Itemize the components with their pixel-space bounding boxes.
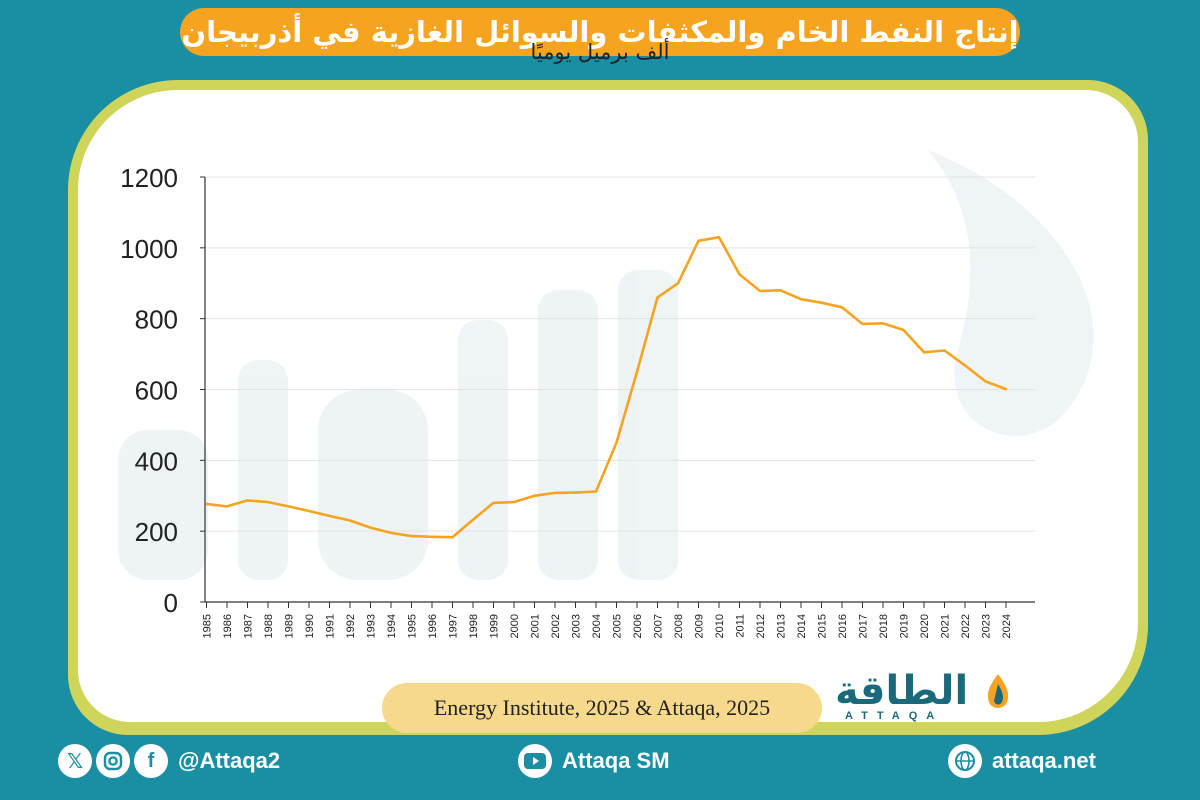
social-group: 𝕏 f @Attaqa2 [58,744,280,778]
x-tick-label: 2021 [940,614,952,638]
x-tick-label: 1986 [222,614,234,638]
x-tick-label: 2016 [837,614,849,638]
x-tick-label: 1996 [427,614,439,638]
title-banner: إنتاج النفط الخام والمكثفات والسوائل الغ… [180,8,1020,56]
x-tick-label: 2009 [694,614,706,638]
x-tick-label: 2002 [550,614,562,638]
y-tick-label: 600 [135,376,178,406]
youtube-icon[interactable] [518,744,552,778]
source-text: Energy Institute, 2025 & Attaqa, 2025 [433,695,771,720]
x-tick-label: 2010 [714,614,726,638]
y-tick-label: 200 [135,517,178,547]
y-tick-label: 0 [164,588,178,618]
x-tick-label: 2018 [878,614,890,638]
source-label: Energy Institute, 2025 & Attaqa, 2025 [382,683,822,733]
x-tick-label: 1992 [345,614,357,638]
y-axis-title: ألف برميل يوميًا [530,40,670,64]
x-tick-label: 2017 [858,614,870,638]
x-tick-label: 1987 [243,614,255,638]
globe-icon[interactable] [948,744,982,778]
x-tick-label: 2001 [530,614,542,638]
x-tick-label: 2024 [1001,614,1013,638]
x-tick-label: 2015 [817,614,829,638]
x-tick-label: 1995 [407,614,419,638]
chart-title: إنتاج النفط الخام والمكثفات والسوائل الغ… [181,15,1019,49]
brand-logo: الطاقة ATTAQA [835,668,1015,728]
x-tick-label: 1991 [325,614,337,638]
x-tick-label: 2005 [612,614,624,638]
facebook-icon[interactable]: f [134,744,168,778]
x-icon[interactable]: 𝕏 [58,744,92,778]
brand-subtitle: ATTAQA [845,710,944,722]
x-tick-label: 2004 [591,614,603,638]
series-line [205,235,1008,539]
footer: 𝕏 f @Attaqa2 Attaqa SM attaqa.net [0,740,1200,790]
x-tick-label: 2007 [653,614,665,638]
x-tick-label: 1997 [448,614,460,638]
x-tick-label: 1993 [366,614,378,638]
youtube-channel[interactable]: Attaqa SM [562,748,670,773]
x-tick-label: 2011 [735,614,747,638]
x-tick-label: 1990 [304,614,316,638]
x-tick-label: 1988 [263,614,275,638]
x-tick-label: 2013 [776,614,788,638]
y-tick-label: 400 [135,446,178,476]
watermark-logo [118,150,1094,580]
instagram-icon[interactable] [96,744,130,778]
x-tick-label: 2008 [673,614,685,638]
x-tick-label: 2003 [571,614,583,638]
y-tick-label: 1200 [120,163,178,193]
x-tick-label: 2019 [899,614,911,638]
x-tick-label: 2014 [796,614,808,638]
x-tick-label: 2022 [960,614,972,638]
brand-name: الطاقة [835,668,969,714]
y-tick-label: 800 [135,305,178,335]
y-tick-label: 1000 [120,234,178,264]
drop-icon [987,674,1009,708]
x-tick-label: 2012 [755,614,767,638]
x-tick-label: 1989 [284,614,296,638]
x-tick-label: 2023 [981,614,993,638]
x-tick-label: 1999 [489,614,501,638]
x-tick-label: 2020 [919,614,931,638]
x-tick-label: 1994 [386,614,398,638]
youtube-group: Attaqa SM [518,744,670,778]
website-url[interactable]: attaqa.net [992,748,1096,773]
website-group: attaqa.net [948,744,1096,778]
social-handle[interactable]: @Attaqa2 [178,748,281,773]
x-tick-label: 2000 [509,614,521,638]
x-tick-label: 1998 [468,614,480,638]
chart-card [78,90,1138,722]
x-tick-label: 1985 [202,614,214,638]
x-tick-label: 2006 [632,614,644,638]
